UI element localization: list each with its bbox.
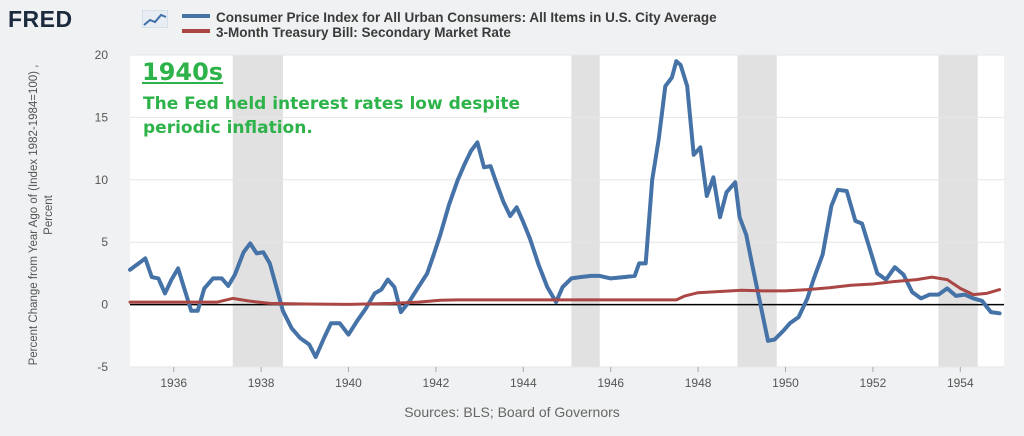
x-tick-label: 1942 xyxy=(423,376,450,390)
x-tick-label: 1940 xyxy=(335,376,362,390)
y-axis-title-line-0: Percent Change from Year Ago of (Index 1… xyxy=(28,64,40,366)
x-tick-label: 1936 xyxy=(160,376,187,390)
recession-band-3 xyxy=(938,55,978,367)
y-tick-label: 0 xyxy=(101,298,108,312)
series-line-cpi xyxy=(128,59,1002,359)
y-axis-title: Percent Change from Year Ago of (Index 1… xyxy=(27,25,57,405)
series-line-tbill xyxy=(128,275,1002,306)
y-tick-label: 5 xyxy=(101,235,108,249)
recession-band-0 xyxy=(232,55,283,367)
recession-band-1 xyxy=(571,55,600,367)
x-tick-label: 1948 xyxy=(685,376,712,390)
y-tick-label: -5 xyxy=(97,360,108,374)
legend-swatch-cpi xyxy=(182,14,210,19)
source-note: Sources: BLS; Board of Governors xyxy=(404,404,620,420)
fred-logo-graph-icon xyxy=(142,10,168,28)
legend-label-cpi: Consumer Price Index for All Urban Consu… xyxy=(216,10,717,25)
x-tick-label: 1938 xyxy=(248,376,275,390)
y-axis-title-line-1: Percent xyxy=(43,195,55,235)
recession-band-2 xyxy=(737,55,777,367)
x-tick-label: 1946 xyxy=(597,376,624,390)
annotation-text: The Fed held interest rates low despite … xyxy=(143,94,521,138)
annotation-heading: 1940s xyxy=(142,58,224,86)
legend-swatch-tbill xyxy=(182,29,210,34)
y-tick-label: 20 xyxy=(95,48,109,62)
legend-item-tbill[interactable]: 3-Month Treasury Bill: Secondary Market … xyxy=(182,25,511,40)
x-tick-label: 1954 xyxy=(947,376,974,390)
fred-logo[interactable]: FRED xyxy=(8,6,73,32)
x-tick-label: 1944 xyxy=(510,376,537,390)
x-tick-label: 1952 xyxy=(860,376,887,390)
y-tick-label: 10 xyxy=(95,173,109,187)
y-tick-label: 15 xyxy=(95,110,109,124)
legend-label-tbill: 3-Month Treasury Bill: Secondary Market … xyxy=(216,25,511,40)
legend-item-cpi[interactable]: Consumer Price Index for All Urban Consu… xyxy=(182,10,717,25)
x-tick-label: 1950 xyxy=(772,376,799,390)
